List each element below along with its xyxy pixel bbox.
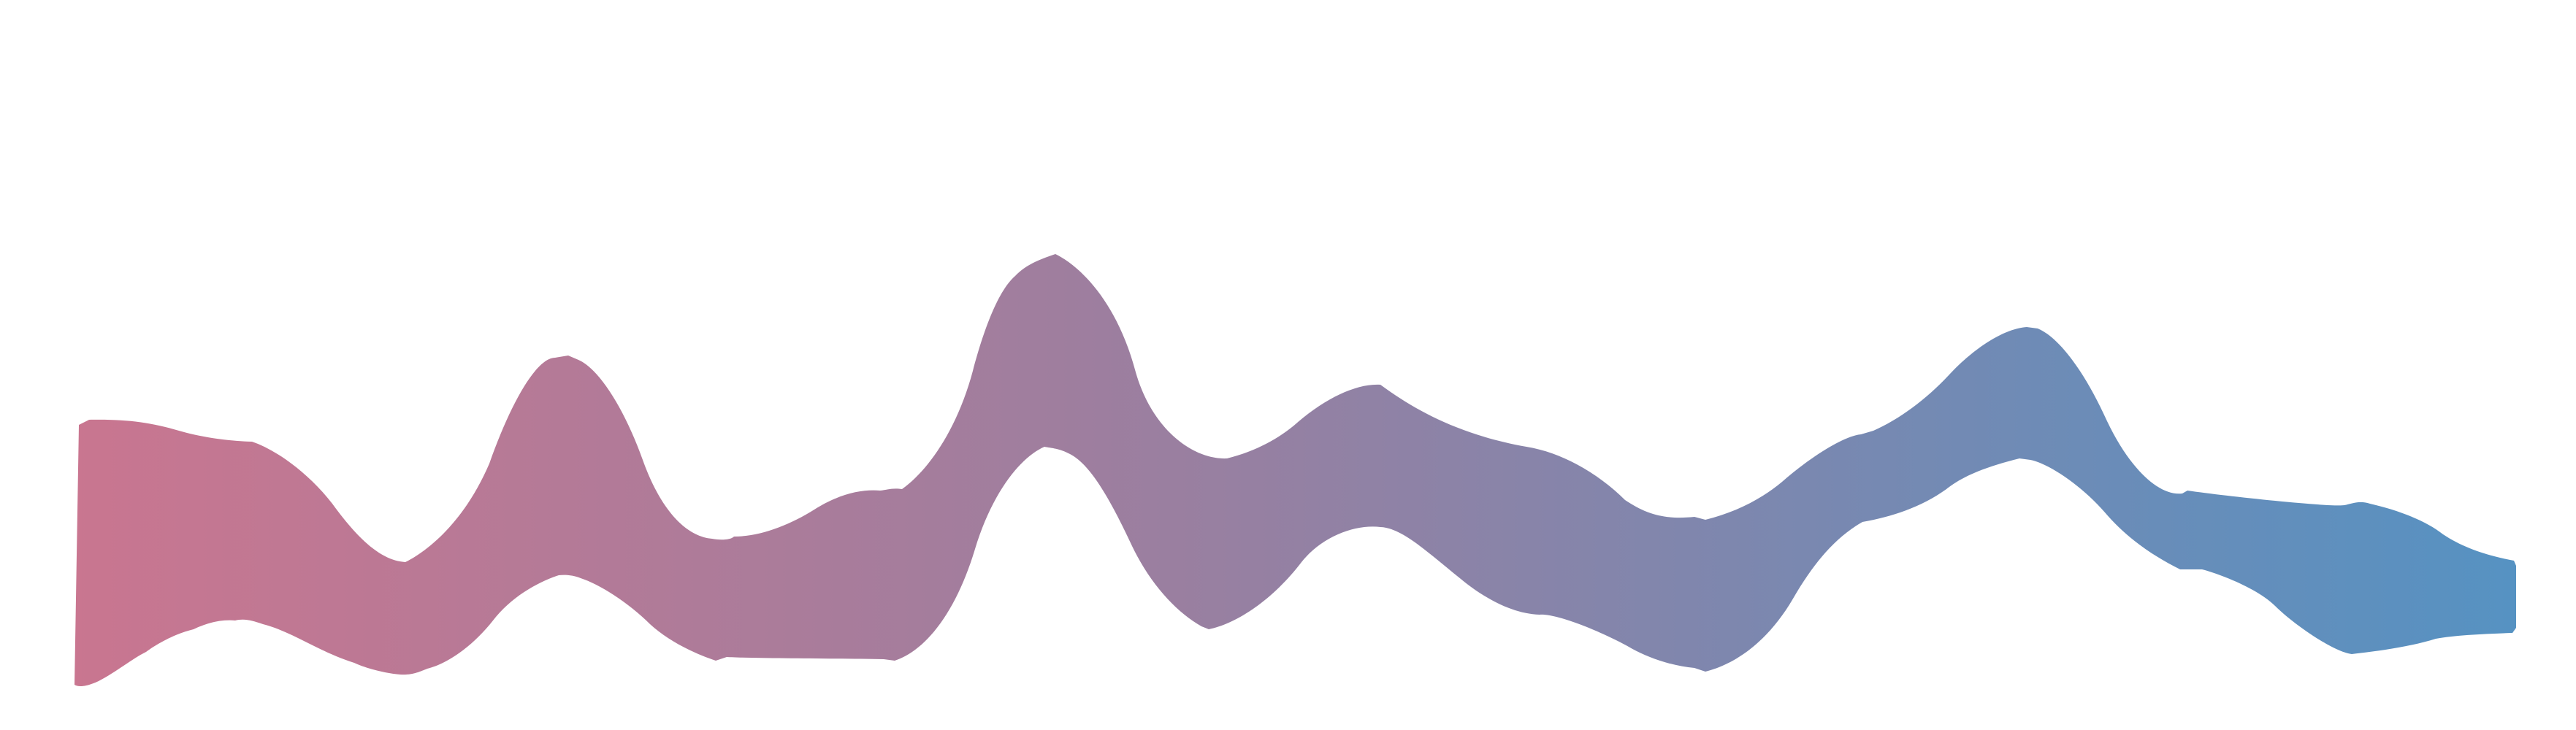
wave-band-shape [74, 254, 2516, 687]
